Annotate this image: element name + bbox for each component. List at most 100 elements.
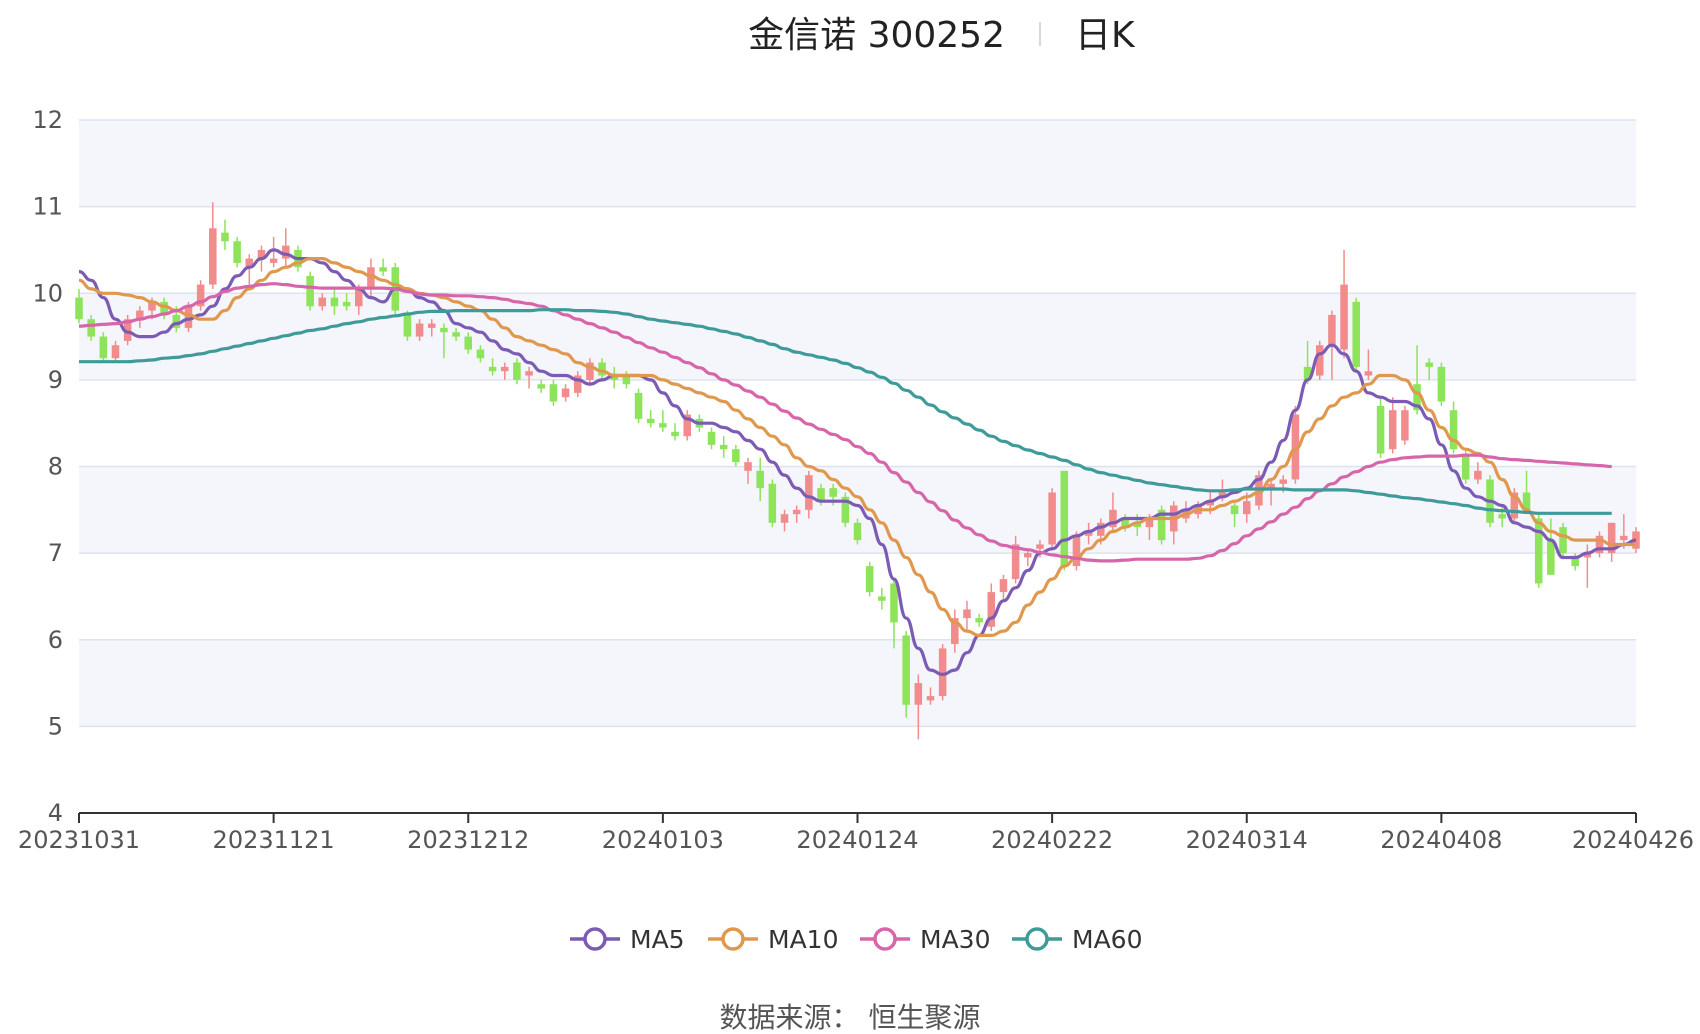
candle[interactable] (1315, 340, 1324, 380)
candle[interactable] (221, 219, 229, 250)
candle[interactable] (926, 687, 935, 705)
candle[interactable] (1388, 397, 1397, 454)
candle[interactable] (123, 314, 132, 346)
candle[interactable] (87, 314, 95, 341)
candle[interactable] (1449, 401, 1458, 454)
candle[interactable] (196, 280, 205, 311)
candle[interactable] (1011, 535, 1020, 584)
candle[interactable] (99, 332, 108, 363)
candle[interactable] (403, 310, 412, 341)
series-line-ma30[interactable] (78, 282, 1612, 563)
candle[interactable] (865, 561, 874, 597)
candle[interactable] (1534, 514, 1543, 588)
candle[interactable] (975, 613, 983, 627)
candle[interactable] (1510, 488, 1519, 523)
candle[interactable] (1230, 501, 1239, 528)
candle[interactable] (488, 358, 497, 376)
candle[interactable] (476, 345, 485, 363)
candle[interactable] (1157, 505, 1166, 545)
candle[interactable] (415, 319, 424, 341)
candle[interactable] (1352, 297, 1360, 372)
candle[interactable] (513, 358, 521, 385)
candle[interactable] (537, 379, 546, 393)
candle[interactable] (500, 362, 509, 380)
candle[interactable] (1024, 548, 1032, 567)
candle[interactable] (427, 319, 436, 337)
candle[interactable] (561, 384, 570, 402)
candle[interactable] (1340, 249, 1348, 359)
candle[interactable] (209, 202, 217, 289)
candle[interactable] (75, 288, 83, 324)
candle[interactable] (853, 518, 862, 545)
candle[interactable] (269, 236, 278, 268)
candle[interactable] (1607, 522, 1616, 562)
candle[interactable] (452, 327, 460, 341)
candle[interactable] (1303, 340, 1312, 385)
candle[interactable] (598, 358, 606, 380)
candle[interactable] (805, 470, 813, 519)
candle[interactable] (768, 479, 777, 528)
candle[interactable] (525, 366, 533, 389)
candle[interactable] (464, 332, 473, 354)
candle[interactable] (1084, 522, 1093, 545)
candle[interactable] (610, 366, 618, 389)
candle[interactable] (890, 579, 898, 649)
candle[interactable] (1060, 470, 1069, 571)
candle[interactable] (573, 371, 582, 398)
candle[interactable] (1437, 362, 1446, 406)
candle[interactable] (379, 258, 387, 276)
candle[interactable] (732, 444, 740, 467)
candle[interactable] (951, 609, 959, 653)
candle[interactable] (902, 631, 910, 718)
candle[interactable] (963, 600, 971, 632)
candle[interactable] (646, 410, 655, 428)
series-line-ma5[interactable] (78, 248, 1637, 676)
candle[interactable] (707, 427, 716, 450)
candle[interactable] (111, 340, 120, 363)
series-line-ma60[interactable] (79, 308, 1612, 515)
candle[interactable] (1376, 397, 1385, 458)
legend-item-ma5[interactable]: MA5 (570, 925, 685, 954)
moving-average-lines[interactable] (78, 248, 1637, 676)
candle[interactable] (136, 306, 144, 328)
series-line-ma10[interactable] (78, 256, 1636, 638)
candle[interactable] (440, 323, 448, 359)
candle[interactable] (756, 457, 764, 502)
chart-period[interactable]: 日K (1075, 15, 1136, 56)
candle[interactable] (914, 674, 923, 740)
candle[interactable] (1072, 531, 1081, 571)
candle[interactable] (744, 457, 752, 484)
candle[interactable] (549, 379, 558, 406)
candle[interactable] (367, 258, 375, 298)
candle[interactable] (1547, 518, 1555, 575)
candle[interactable] (282, 228, 290, 268)
candle[interactable] (938, 644, 947, 701)
candle[interactable] (841, 492, 850, 528)
candle[interactable] (987, 583, 996, 632)
candle[interactable] (878, 587, 886, 610)
candle[interactable] (634, 388, 643, 424)
candle[interactable] (1595, 531, 1604, 558)
candle[interactable] (233, 236, 241, 268)
candle[interactable] (306, 271, 314, 311)
candle[interactable] (245, 254, 254, 285)
candle[interactable] (1559, 522, 1567, 558)
candle[interactable] (1425, 358, 1433, 380)
candle[interactable] (1291, 405, 1300, 484)
candle[interactable] (671, 423, 679, 441)
candle[interactable] (1413, 345, 1421, 415)
candle[interactable] (999, 574, 1008, 601)
candle[interactable] (1522, 470, 1531, 515)
legend-item-ma10[interactable]: MA10 (708, 925, 838, 954)
candle[interactable] (1109, 492, 1117, 532)
candle[interactable] (318, 293, 327, 311)
candle[interactable] (780, 509, 789, 532)
candle[interactable] (1364, 349, 1373, 380)
candle[interactable] (1474, 462, 1482, 484)
legend-item-ma30[interactable]: MA30 (860, 925, 990, 954)
candle[interactable] (792, 505, 801, 523)
candle[interactable] (1048, 488, 1056, 549)
candle[interactable] (659, 410, 667, 432)
legend-item-ma60[interactable]: MA60 (1012, 925, 1142, 954)
candle[interactable] (1401, 405, 1409, 445)
